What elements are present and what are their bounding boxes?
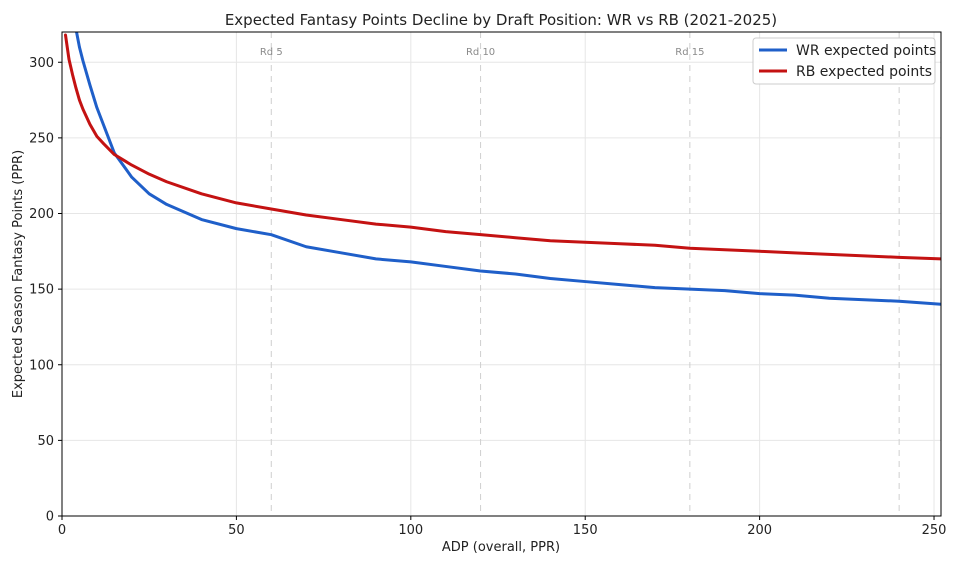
legend-label: RB expected points <box>796 64 932 80</box>
legend-label: WR expected points <box>796 43 936 59</box>
legend: WR expected points RB expected points <box>752 37 936 85</box>
x-tick-label: 50 <box>228 523 245 538</box>
y-tick-label: 200 <box>29 207 54 222</box>
x-tick-label: 250 <box>922 523 947 538</box>
x-axis-label: ADP (overall, PPR) <box>442 540 560 555</box>
x-tick-label: 100 <box>398 523 423 538</box>
round-marker-label: Rd 5 <box>260 47 283 58</box>
round-markers: Rd 5 Rd 10 Rd 15 <box>260 32 900 516</box>
plot-frame <box>61 31 942 517</box>
x-tick-label: 200 <box>747 523 772 538</box>
x-tick-label: 0 <box>58 523 66 538</box>
x-tick-label: 150 <box>573 523 598 538</box>
chart-title: Expected Fantasy Points Decline by Draft… <box>225 11 777 29</box>
round-marker-label: Rd 10 <box>466 47 495 58</box>
axis-ticks: 0 50 100 150 200 250 0 50 100 150 200 250 300 <box>29 56 946 538</box>
y-tick-label: 250 <box>29 131 54 146</box>
plot-area <box>63 32 941 306</box>
y-axis-label: Expected Season Fantasy Points (PPR) <box>11 150 26 398</box>
series-line <box>63 33 941 261</box>
round-marker-label: Rd 15 <box>675 47 704 58</box>
y-tick-label: 100 <box>29 358 54 373</box>
legend-box <box>752 37 936 85</box>
y-tick-label: 300 <box>29 56 54 71</box>
series-line <box>75 32 941 306</box>
y-tick-label: 150 <box>29 283 54 298</box>
y-tick-label: 0 <box>46 510 54 525</box>
y-tick-label: 50 <box>37 434 54 449</box>
